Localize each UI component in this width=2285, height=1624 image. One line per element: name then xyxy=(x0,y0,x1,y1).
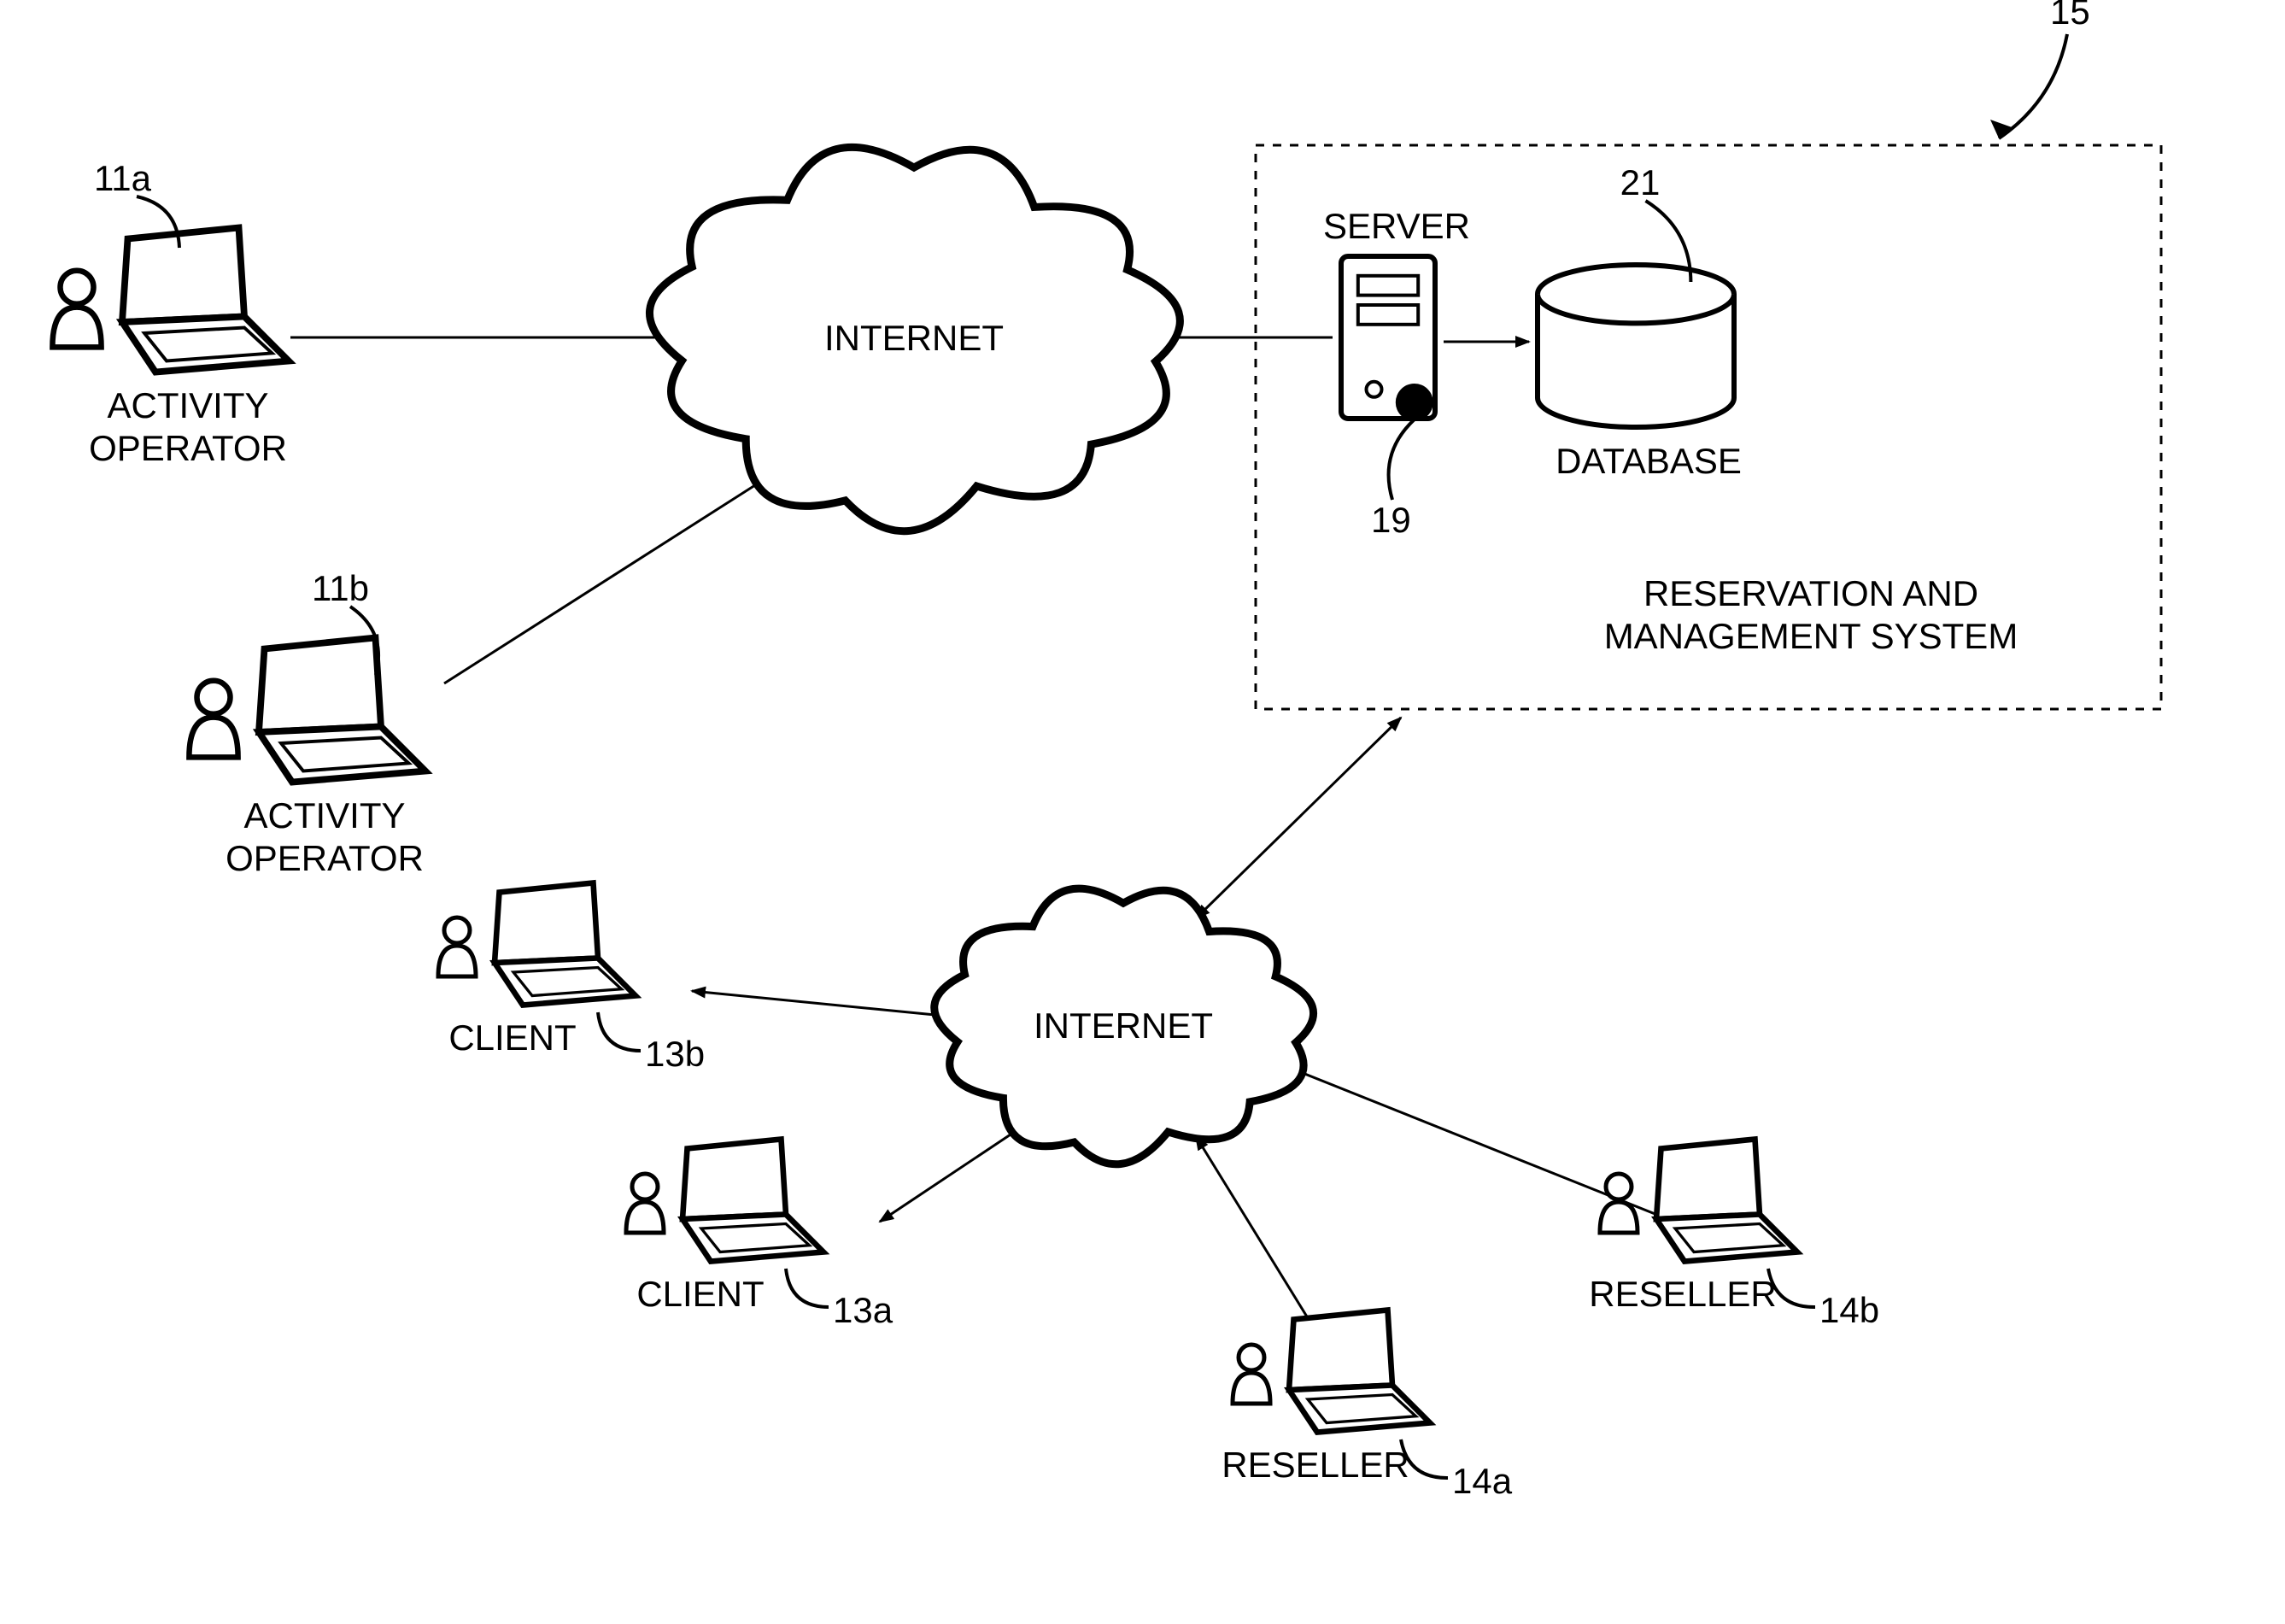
laptop-icon-op-a xyxy=(122,228,289,372)
ref-14b: 14b xyxy=(1819,1290,1879,1331)
diagram-canvas: INTERNET INTERNET RESERVATION AND MANAGEME… xyxy=(0,0,2285,1624)
server-label: SERVER xyxy=(1303,205,1491,248)
server-icon xyxy=(1341,256,1435,421)
ref-21: 21 xyxy=(1620,162,1661,203)
actor-label-reseller-b: RESELLER xyxy=(1555,1273,1811,1316)
person-icon-client-b xyxy=(438,918,476,976)
actor-label-op-b: ACTIVITY OPERATOR xyxy=(145,794,504,881)
laptop-icon-client-b xyxy=(495,883,636,1005)
ref-13a: 13a xyxy=(833,1290,893,1331)
person-icon-client-a xyxy=(626,1174,664,1233)
database-label: DATABASE xyxy=(1529,440,1768,483)
person-icon-op-b xyxy=(189,681,237,758)
ref-15-arrowhead xyxy=(1990,120,2014,138)
actor-label-client-b: CLIENT xyxy=(419,1017,606,1059)
person-icon-reseller-a xyxy=(1233,1345,1270,1404)
person-icon-op-a xyxy=(52,271,101,348)
edge xyxy=(444,466,786,683)
actor-label-op-a: ACTIVITY OPERATOR xyxy=(9,384,367,471)
edge xyxy=(692,991,952,1017)
ref-11a: 11a xyxy=(94,158,151,199)
laptop-icon-client-a xyxy=(683,1140,823,1262)
ref-lead-15 xyxy=(1999,34,2067,138)
actor-label-reseller-a: RESELLER xyxy=(1187,1444,1444,1486)
ref-15: 15 xyxy=(2050,0,2090,32)
laptop-icon-op-b xyxy=(259,638,425,783)
database-icon xyxy=(1538,265,1734,427)
ref-14a: 14a xyxy=(1452,1461,1512,1502)
cloud-internet-2-label: INTERNET xyxy=(1004,1005,1243,1047)
person-icon-reseller-b xyxy=(1600,1174,1638,1233)
ref-lead-19 xyxy=(1389,419,1415,500)
edge xyxy=(1196,718,1401,918)
cloud-internet-1-label: INTERNET xyxy=(794,317,1034,360)
actor-label-client-a: CLIENT xyxy=(606,1273,794,1316)
ref-19: 19 xyxy=(1371,500,1411,541)
laptop-icon-reseller-a xyxy=(1289,1310,1430,1433)
laptop-icon-reseller-b xyxy=(1656,1140,1797,1262)
system-box-label: RESERVATION AND MANAGEMENT SYSTEM xyxy=(1478,572,2144,659)
ref-13b: 13b xyxy=(645,1034,705,1075)
ref-11b: 11b xyxy=(312,568,369,609)
